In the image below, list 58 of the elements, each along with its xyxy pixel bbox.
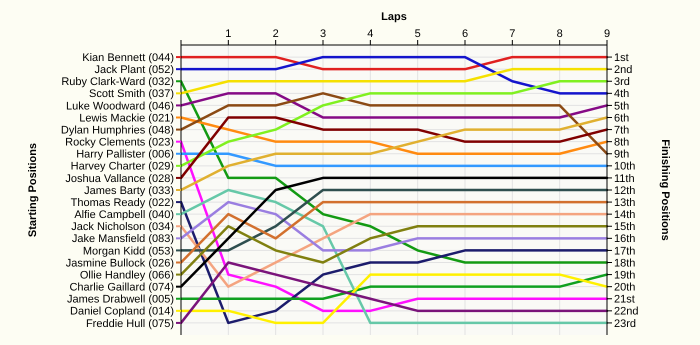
legend-label: Ruby Clark-Ward (032): [61, 76, 174, 88]
legend-label: Thomas Ready (022): [70, 196, 174, 209]
y-tick-label: 17th: [614, 245, 636, 258]
y-tick-label: 15th: [614, 221, 636, 234]
y-tick-label: 7th: [614, 124, 630, 136]
legend-label: Lewis Mackie (021): [79, 112, 174, 124]
x-tick-label: 7: [509, 28, 516, 40]
legend-label: Luke Woodward (046): [66, 100, 174, 112]
x-axis-title: Laps: [381, 11, 407, 23]
legend-label: Jasmine Bullock (026): [66, 257, 174, 270]
y-tick-label: 3rd: [614, 76, 630, 88]
legend-label: James Drabwell (005): [67, 294, 174, 306]
y-tick-label: 2nd: [614, 64, 632, 76]
legend-label: Ollie Handley (066): [80, 269, 174, 282]
y-tick-label: 16th: [614, 233, 636, 246]
y-tick-label: 18th: [614, 257, 636, 270]
legend-label: Dylan Humphries (048): [60, 124, 174, 136]
legend-label: Charlie Gaillard (074): [69, 282, 174, 294]
y-tick-label: 9th: [614, 148, 630, 161]
y-tick-label: 4th: [614, 88, 630, 100]
legend-label: Rocky Clements (023): [65, 136, 174, 149]
y-tick-label: 13th: [614, 196, 636, 209]
legend-label: Scott Smith (037): [89, 88, 174, 100]
y-tick-label: 11th: [614, 172, 635, 185]
y-tick-label: 22nd: [614, 306, 638, 318]
y-tick-label: 23rd: [614, 318, 636, 330]
legend-label: Harvey Charter (029): [70, 160, 174, 173]
legend-label: Morgan Kidd (053): [82, 245, 174, 258]
legend-label: Freddie Hull (075): [86, 318, 174, 330]
y-tick-label: 19th: [614, 269, 636, 282]
legend-label: Jack Nicholson (034): [71, 221, 174, 234]
x-tick-label: 9: [604, 28, 610, 40]
y-tick-label: 21st: [614, 294, 635, 306]
x-tick-label: 2: [272, 28, 279, 40]
x-tick-label: 4: [367, 28, 374, 40]
legend-label: Alfie Campbell (040): [74, 209, 174, 222]
y-tick-label: 14th: [614, 209, 636, 222]
x-tick-label: 3: [320, 28, 326, 40]
legend-label: Jack Plant (052): [94, 64, 174, 76]
y-axis-title: Finishing Positions: [659, 139, 671, 241]
x-tick-label: 6: [462, 28, 468, 40]
legend-label: Kian Bennett (044): [82, 52, 174, 64]
legend-label: Daniel Copland (014): [70, 306, 174, 318]
y-tick-label: 1st: [614, 52, 629, 64]
x-tick-label: 5: [414, 28, 421, 40]
y-tick-label: 12th: [614, 184, 636, 197]
y-tick-label: 5th: [614, 100, 630, 112]
x-tick-label: 8: [556, 28, 563, 40]
legend-label: Jake Mansfield (083): [72, 233, 174, 246]
legend-label: Joshua Vallance (028): [65, 172, 174, 185]
legend-label: James Barty (033): [84, 184, 174, 197]
x-tick-label: 1: [225, 28, 232, 40]
y-tick-label: 8th: [614, 136, 630, 149]
y-tick-label: 10th: [614, 160, 636, 173]
y-tick-label: 20th: [614, 282, 636, 294]
legend-title: Starting Positions: [27, 142, 39, 238]
y-tick-label: 6th: [614, 112, 630, 124]
legend-label: Harry Pallister (006): [76, 148, 174, 161]
